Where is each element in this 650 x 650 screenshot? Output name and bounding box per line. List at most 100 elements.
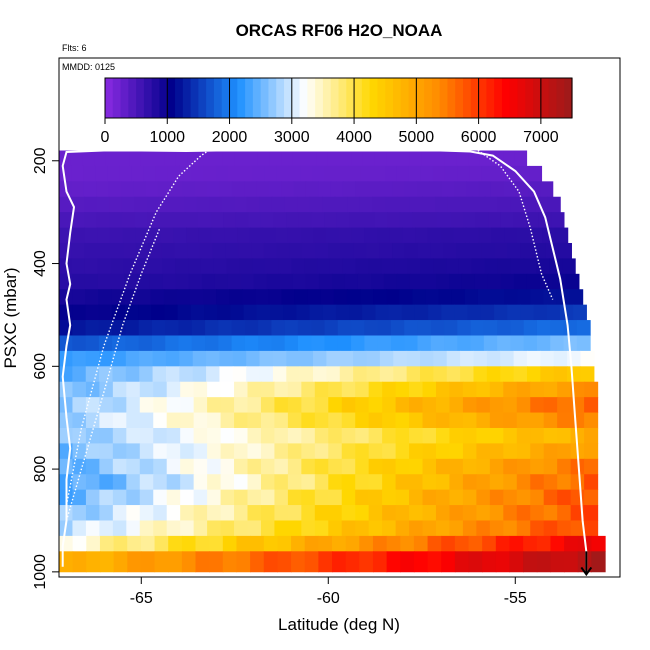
heatmap-cell [98, 304, 113, 321]
heatmap-cell [395, 397, 410, 413]
heatmap-cell [305, 181, 319, 198]
heatmap-cell [543, 427, 558, 444]
heatmap-cell [109, 196, 123, 213]
heatmap-cell [260, 427, 276, 444]
colorbar-segment [260, 78, 270, 118]
heatmap-cell [384, 196, 398, 213]
heatmap-cell [137, 289, 152, 306]
heatmap-cell [287, 443, 302, 460]
heatmap-cell [112, 520, 127, 537]
heatmap-cell [188, 273, 203, 290]
heatmap-cell [355, 427, 370, 444]
heatmap-cell [400, 551, 415, 573]
heatmap-cell [126, 381, 141, 398]
heatmap-cell [395, 381, 410, 398]
heatmap-cell [188, 258, 202, 275]
heatmap-cell [449, 427, 464, 444]
heatmap-cell [286, 366, 301, 383]
end-arrow-head [580, 566, 593, 577]
heatmap-cell [362, 304, 376, 321]
heatmap-cell [467, 304, 482, 321]
heatmap-cell [99, 427, 114, 444]
heatmap-cell [489, 397, 504, 413]
heatmap-cell [584, 474, 599, 491]
heatmap-cell [148, 227, 162, 244]
heatmap-cell [85, 335, 100, 352]
heatmap-cell [563, 320, 578, 336]
heatmap-cell [355, 505, 370, 521]
heatmap-cell [166, 489, 181, 506]
heatmap-cell [530, 443, 545, 460]
heatmap-cell [402, 227, 416, 244]
heatmap-cell [344, 273, 359, 290]
heatmap-cell [422, 397, 437, 413]
heatmap-cell [289, 242, 303, 259]
heatmap-cell [441, 535, 456, 552]
heatmap-cell [195, 535, 210, 552]
heatmap-cell [99, 366, 114, 383]
heatmap-cell [379, 181, 393, 198]
heatmap-cell [277, 551, 292, 573]
heatmap-cell [313, 350, 328, 367]
heatmap-cell [449, 489, 464, 506]
heatmap-cell [175, 150, 189, 167]
heatmap-cell [153, 412, 168, 429]
heatmap-cell [178, 320, 193, 336]
heatmap-cell [584, 412, 599, 429]
heatmap-cell [428, 304, 442, 321]
heatmap-cell [265, 258, 279, 275]
heatmap-cell [382, 397, 397, 413]
y-tick-label: 1000 [32, 554, 49, 590]
heatmap-cell [435, 458, 451, 475]
heatmap-cell [193, 474, 208, 491]
heatmap-cell [122, 227, 136, 244]
heatmap-cell [246, 350, 261, 367]
heatmap-cell [386, 551, 401, 573]
heatmap-cell [359, 535, 374, 552]
heatmap-cell [584, 427, 599, 444]
colorbar-segment [338, 78, 347, 118]
heatmap-cell [567, 350, 582, 367]
heatmap-cell [231, 335, 246, 352]
heatmap-cell [209, 535, 224, 552]
heatmap-cell [335, 304, 350, 321]
heatmap-cell [564, 535, 579, 552]
heatmap-cell [107, 165, 120, 182]
heatmap-cell [355, 258, 370, 275]
heatmap-cell [570, 412, 585, 429]
heatmap-cell [473, 366, 488, 383]
flight-track-dotted [477, 149, 554, 300]
heatmap-cell [260, 212, 275, 228]
heatmap-cell [320, 289, 335, 306]
heatmap-cell [328, 242, 342, 259]
heatmap-cell [330, 181, 344, 198]
heatmap-cell [351, 150, 364, 167]
heatmap-cell [238, 242, 252, 259]
heatmap-cell [300, 165, 313, 182]
heatmap-cell [198, 227, 213, 244]
heatmap-cell [99, 551, 115, 573]
heatmap-cell [287, 381, 302, 398]
colorbar-segment [276, 78, 285, 118]
heatmap-cell [207, 443, 222, 460]
y-tick-label: 400 [32, 250, 49, 277]
heatmap-cell [449, 520, 464, 537]
heatmap-cell [400, 535, 415, 552]
heatmap-cell [516, 227, 531, 244]
plot-frame [58, 57, 621, 578]
heatmap-cell [540, 181, 554, 198]
heatmap-cell [449, 397, 464, 413]
heatmap-cell [533, 304, 548, 321]
heatmap-cell [191, 320, 206, 336]
heatmap-cell [489, 412, 504, 429]
heatmap-cell [255, 289, 270, 306]
heatmap-cell [301, 458, 316, 475]
heatmap-cell [301, 397, 316, 413]
heatmap-cell [246, 150, 259, 167]
heatmap-cell [125, 320, 140, 336]
heatmap-cell [386, 150, 399, 167]
heatmap-cell [476, 412, 491, 429]
heatmap-cell [135, 227, 149, 244]
heatmap-cell [113, 551, 128, 573]
